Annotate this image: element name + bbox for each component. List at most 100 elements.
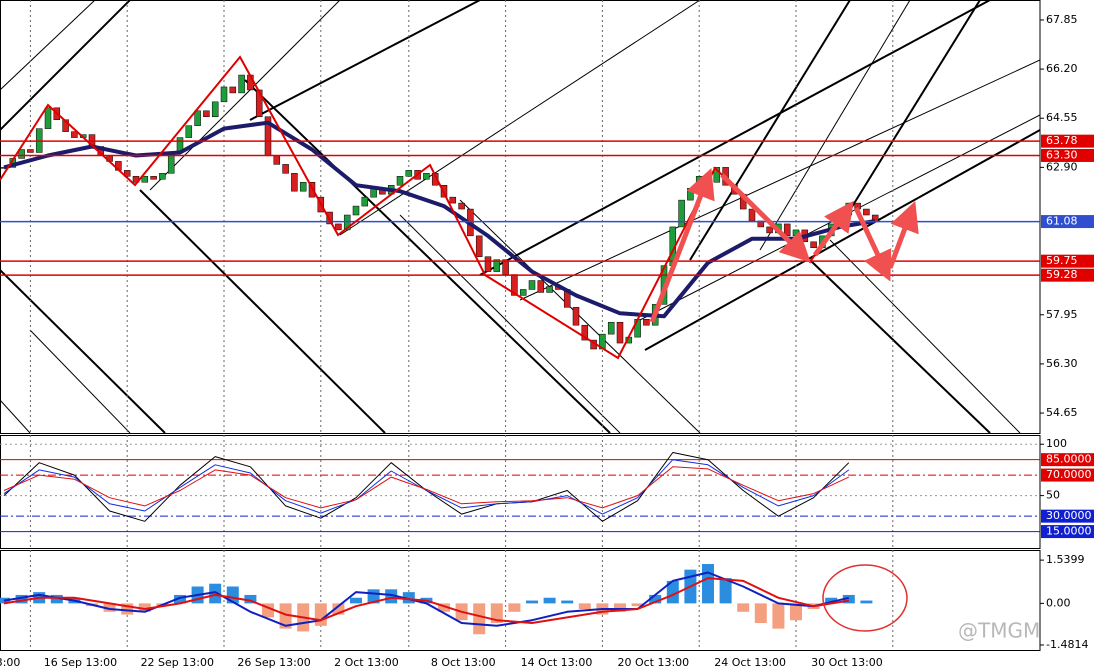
- y-tick-label: 67.85: [1046, 13, 1078, 26]
- candle: [423, 173, 430, 180]
- histogram-bar: [508, 603, 521, 612]
- candle: [229, 86, 237, 94]
- candle: [475, 235, 483, 257]
- histogram-bar: [631, 603, 644, 607]
- histogram-bar: [578, 603, 591, 609]
- candle: [792, 229, 800, 237]
- level-label: 85.0000: [1046, 453, 1092, 466]
- histogram-bar: [543, 597, 556, 604]
- panel-frame: [0, 0, 1041, 434]
- y-tick-label: 64.55: [1046, 111, 1078, 124]
- histogram-bar: [702, 564, 714, 604]
- histogram-bar: [279, 603, 292, 629]
- candle: [493, 259, 501, 272]
- x-tick-label: 3:00: [0, 656, 20, 669]
- level-label-box: [1041, 509, 1094, 523]
- y-tick-label: 62.90: [1046, 160, 1078, 173]
- histogram-bar: [561, 600, 574, 604]
- candle: [282, 164, 289, 174]
- histogram-bar: [842, 594, 855, 604]
- histogram-bar: [50, 594, 63, 604]
- histogram-bar: [649, 594, 662, 604]
- highlight-circle: [822, 564, 908, 632]
- candle: [44, 107, 52, 129]
- y-tick-label: 100: [1046, 437, 1067, 450]
- histogram-bar: [666, 580, 679, 604]
- candle: [352, 205, 360, 216]
- annotations: [0, 55, 919, 360]
- x-tick-label: 30 Oct 13:00: [811, 656, 883, 669]
- candle: [361, 196, 369, 207]
- trend-lines: [0, 0, 1040, 433]
- histogram-bar: [174, 594, 186, 604]
- level-label: 59.28: [1046, 268, 1078, 281]
- candle: [581, 324, 589, 341]
- level-label-box: [1041, 525, 1094, 539]
- series-line: [3, 571, 850, 627]
- x-tick-label: 26 Sep 13:00: [237, 656, 310, 669]
- candle: [528, 280, 536, 290]
- candle: [572, 307, 580, 326]
- y-tick-label: 56.30: [1046, 357, 1078, 370]
- candle: [238, 74, 245, 94]
- histogram-bar: [121, 603, 134, 615]
- histogram-bar: [15, 594, 28, 604]
- histogram-bar: [473, 603, 486, 635]
- histogram-bar: [772, 603, 785, 629]
- candle: [458, 202, 465, 210]
- x-tick-label: 16 Sep 13:00: [44, 656, 117, 669]
- panel-frame: [0, 435, 1041, 549]
- level-label-box: [1041, 453, 1094, 467]
- candle: [273, 155, 281, 165]
- y-tick-label: 57.95: [1046, 308, 1078, 321]
- candle: [220, 86, 228, 103]
- candle: [484, 256, 492, 272]
- candle: [343, 214, 351, 231]
- y-tick-label: 50: [1046, 489, 1060, 502]
- histogram-bar: [490, 603, 503, 624]
- level-label: 30.0000: [1046, 509, 1092, 522]
- y-tick-label: -1.4814: [1046, 638, 1088, 651]
- candle: [123, 170, 131, 177]
- histogram-bar: [719, 578, 732, 604]
- histogram-bar: [790, 603, 802, 621]
- candle: [546, 286, 553, 293]
- histogram-bar: [332, 603, 345, 615]
- histogram-bar: [402, 592, 415, 604]
- level-label-box: [1041, 268, 1094, 282]
- histogram-bar: [614, 603, 626, 612]
- histogram-bar: [825, 597, 838, 604]
- level-label: 61.08: [1046, 215, 1078, 228]
- histogram-bar: [438, 603, 450, 612]
- x-tick-label: 24 Oct 13:00: [714, 656, 786, 669]
- histogram-bar: [244, 594, 257, 604]
- histogram-bar: [209, 583, 222, 604]
- histogram-bar: [350, 597, 362, 604]
- histogram-bar: [526, 600, 538, 604]
- histogram-bar: [138, 603, 151, 612]
- candle: [27, 149, 34, 153]
- series-line: [3, 466, 850, 509]
- candle: [141, 176, 149, 183]
- x-tick-label: 22 Sep 13:00: [141, 656, 214, 669]
- candle: [396, 176, 404, 186]
- candle: [405, 170, 413, 177]
- level-label-box: [1041, 468, 1094, 482]
- level-label: 63.78: [1046, 134, 1078, 147]
- candle: [449, 196, 457, 204]
- series-line: [3, 459, 850, 515]
- candle: [519, 289, 527, 296]
- candle: [150, 176, 157, 180]
- y-tick-label: 54.65: [1046, 406, 1078, 419]
- candle: [695, 176, 703, 189]
- level-label-box: [1041, 254, 1094, 268]
- candle: [71, 131, 78, 138]
- candle: [863, 208, 870, 216]
- x-tick-label: 2 Oct 13:00: [334, 656, 399, 669]
- candle: [810, 241, 817, 249]
- candle: [185, 125, 193, 138]
- histogram-bar: [385, 589, 398, 604]
- histogram-bar: [754, 603, 767, 624]
